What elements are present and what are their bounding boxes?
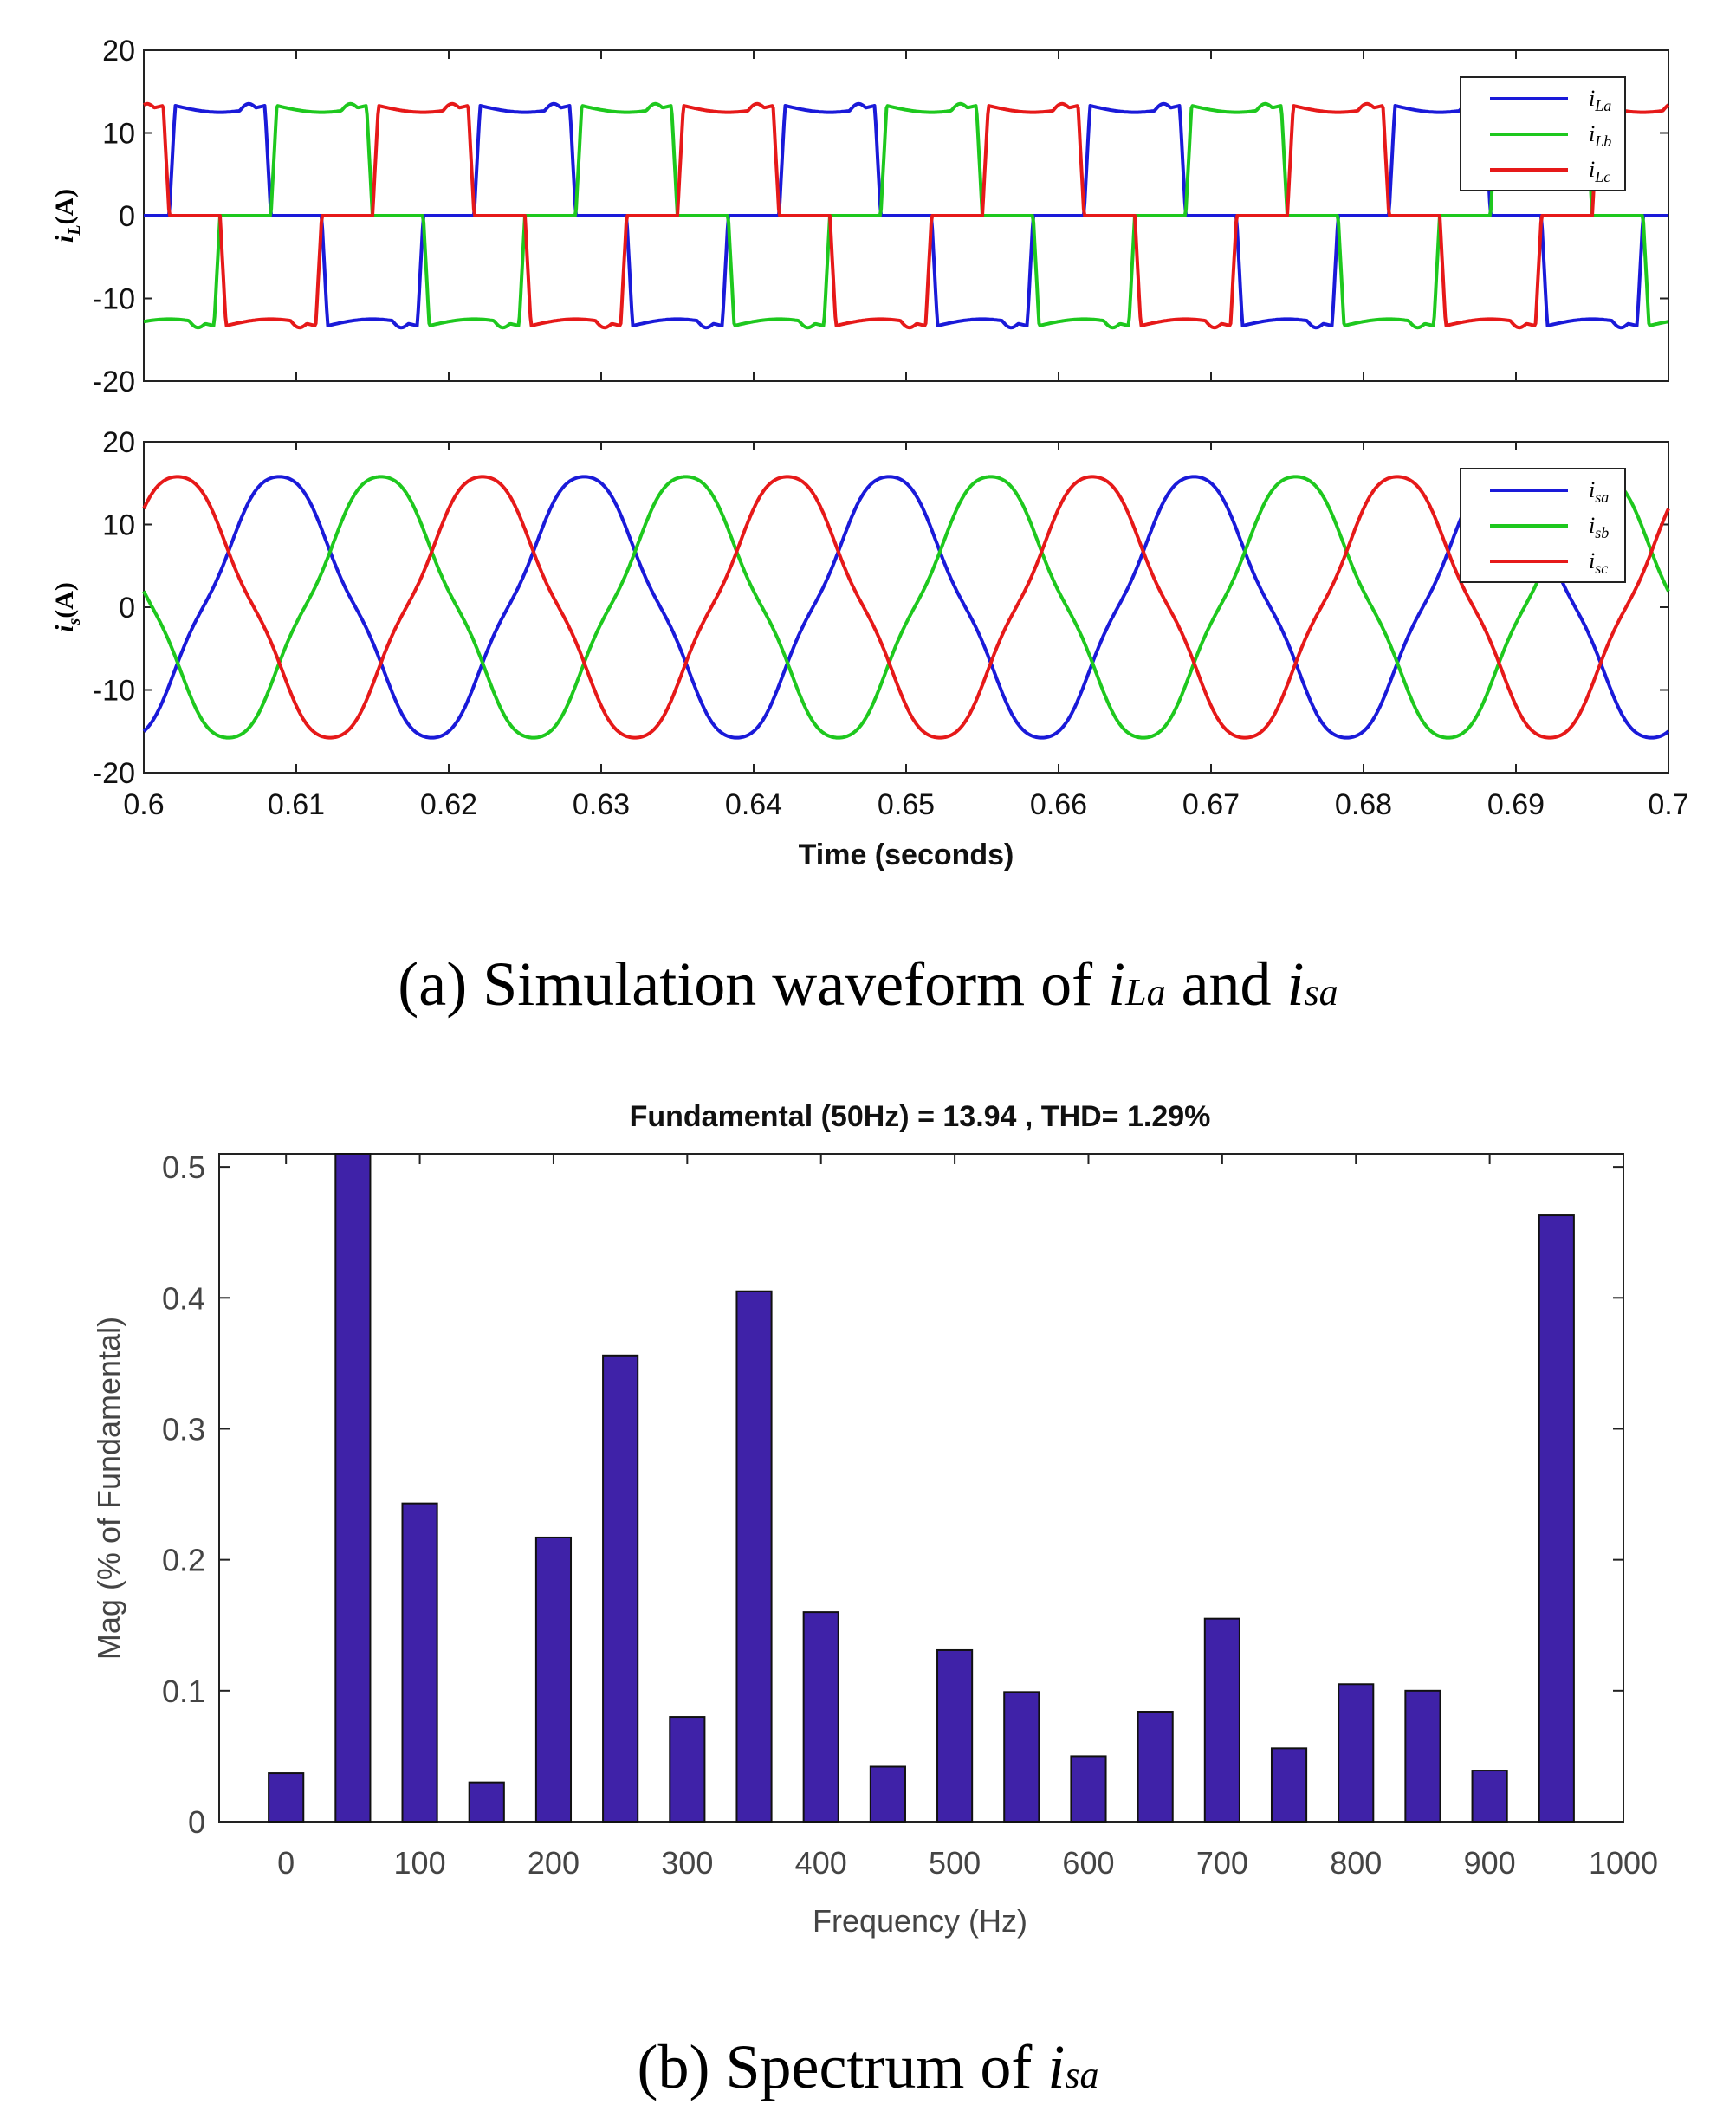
y-tick-label: -20 xyxy=(93,757,135,790)
legend-label-iLc: iLc xyxy=(1589,157,1610,185)
bar-750hz xyxy=(1270,1747,1308,1823)
bar-100hz xyxy=(401,1502,438,1823)
y-tick-label: 0.2 xyxy=(162,1543,205,1578)
x-tick-label: 0.61 xyxy=(268,788,325,821)
y-tick-label: 0.3 xyxy=(162,1411,205,1447)
y-tick-label: 10 xyxy=(102,509,135,542)
y-tick-label: 0 xyxy=(119,200,135,233)
series-line-iLb xyxy=(143,101,1669,330)
x-tick-label: 200 xyxy=(528,1845,580,1881)
spectrum-plot: Fundamental (50Hz) = 13.94 , THD= 1.29% … xyxy=(91,1100,1658,1939)
legend-label-isc: isc xyxy=(1589,548,1608,577)
bar-600hz xyxy=(1070,1755,1107,1823)
x-tick-label: 900 xyxy=(1464,1845,1516,1881)
bar-50hz xyxy=(334,1153,372,1823)
plot1-y-axis-label: iL(A) xyxy=(50,189,84,243)
plot1-legend: iLa iLb iLc xyxy=(1460,76,1626,191)
x-tick-label: 400 xyxy=(795,1845,847,1881)
series-line-isa xyxy=(142,475,1670,740)
bar-450hz xyxy=(869,1765,906,1823)
x-tick-label: 100 xyxy=(394,1845,446,1881)
x-tick-label: 0.6 xyxy=(123,788,164,821)
bar-950hz xyxy=(1538,1214,1575,1823)
plot3-y-axis-label: Mag (% of Fundamental) xyxy=(91,1317,126,1660)
y-tick-label: 20 xyxy=(102,426,135,459)
x-tick-label: 0 xyxy=(277,1845,295,1881)
load-current-plot: 20 10 0 -10 -20 iL(A) iLa iLb iLc xyxy=(50,35,1670,398)
bar-800hz xyxy=(1338,1683,1375,1823)
plot2-legend: isa isb isc xyxy=(1460,468,1626,583)
x-tick-label: 0.65 xyxy=(878,788,935,821)
x-tick-label: 1000 xyxy=(1589,1845,1658,1881)
x-tick-label: 0.63 xyxy=(573,788,630,821)
legend-label-iLb: iLb xyxy=(1589,121,1611,150)
series-line-isc xyxy=(142,475,1670,740)
plot3-y-ticks: 0 0.1 0.2 0.3 0.4 0.5 xyxy=(162,1149,1623,1840)
x-tick-label: 0.66 xyxy=(1030,788,1087,821)
y-tick-label: -10 xyxy=(93,283,135,316)
plot2-background xyxy=(143,441,1669,774)
plot2-y-axis-label: is(A) xyxy=(50,582,84,632)
legend-label-isa: isa xyxy=(1589,477,1609,506)
plot3-x-axis-label: Frequency (Hz) xyxy=(813,1903,1027,1939)
bar-250hz xyxy=(602,1354,639,1823)
caption-b: (b) Spectrum of isa xyxy=(637,2032,1098,2101)
bar-300hz xyxy=(669,1716,706,1823)
bar-850hz xyxy=(1404,1689,1441,1823)
x-tick-label: 600 xyxy=(1062,1845,1114,1881)
plot2-y-ticks: 20 10 0 -10 -20 xyxy=(93,426,1668,790)
bar-650hz xyxy=(1137,1711,1174,1823)
x-tick-label: 700 xyxy=(1196,1845,1248,1881)
series-line-isb xyxy=(142,475,1670,740)
y-tick-label: 10 xyxy=(102,118,135,151)
plot3-x-ticks: 0 100 200 300 400 500 600 700 800 900 1000 xyxy=(277,1154,1658,1881)
legend-label-iLa: iLa xyxy=(1589,86,1611,114)
bar-350hz xyxy=(735,1290,773,1823)
plot1-y-ticks: 20 10 0 -10 -20 xyxy=(93,35,1669,398)
x-tick-label: 0.69 xyxy=(1487,788,1545,821)
x-tick-label: 300 xyxy=(661,1845,713,1881)
y-tick-label: -20 xyxy=(93,366,135,398)
x-tick-label: 800 xyxy=(1330,1845,1382,1881)
bar-550hz xyxy=(1003,1691,1040,1823)
y-tick-label: 0.5 xyxy=(162,1149,205,1185)
plot3-bars xyxy=(268,1153,1575,1823)
bar-400hz xyxy=(802,1611,839,1823)
bar-200hz xyxy=(534,1536,573,1823)
plot2-x-ticks: 0.6 0.61 0.62 0.63 0.64 0.65 0.66 0.67 0.68 0.69 0… xyxy=(123,442,1689,821)
bar-500hz xyxy=(936,1648,974,1823)
plot2-series xyxy=(142,475,1670,740)
bar-150hz xyxy=(468,1781,505,1823)
x-tick-label: 0.62 xyxy=(420,788,477,821)
y-tick-label: -10 xyxy=(93,675,135,708)
bar-900hz xyxy=(1471,1770,1508,1823)
x-tick-label: 0.68 xyxy=(1335,788,1392,821)
plot1-series xyxy=(143,101,1670,330)
x-tick-label: 0.64 xyxy=(725,788,782,821)
series-line-iLa xyxy=(143,101,1669,330)
y-tick-label: 20 xyxy=(102,35,135,68)
bar-0hz xyxy=(268,1772,305,1823)
series-line-iLc xyxy=(143,101,1670,330)
spectrum-title: Fundamental (50Hz) = 13.94 , THD= 1.29% xyxy=(630,1100,1211,1133)
caption-a: (a) Simulation waveform of iLa and isa xyxy=(398,949,1338,1019)
y-tick-label: 0 xyxy=(119,592,135,625)
plot3-background xyxy=(218,1153,1624,1823)
legend-label-isb: isb xyxy=(1589,513,1609,541)
x-tick-label: 0.7 xyxy=(1648,788,1688,821)
x-tick-label: 0.67 xyxy=(1182,788,1240,821)
y-tick-label: 0.1 xyxy=(162,1674,205,1709)
y-tick-label: 0 xyxy=(188,1804,205,1840)
x-tick-label: 500 xyxy=(929,1845,981,1881)
y-tick-label: 0.4 xyxy=(162,1280,205,1316)
bar-700hz xyxy=(1203,1617,1240,1823)
plot2-x-axis-label: Time (seconds) xyxy=(799,839,1014,871)
